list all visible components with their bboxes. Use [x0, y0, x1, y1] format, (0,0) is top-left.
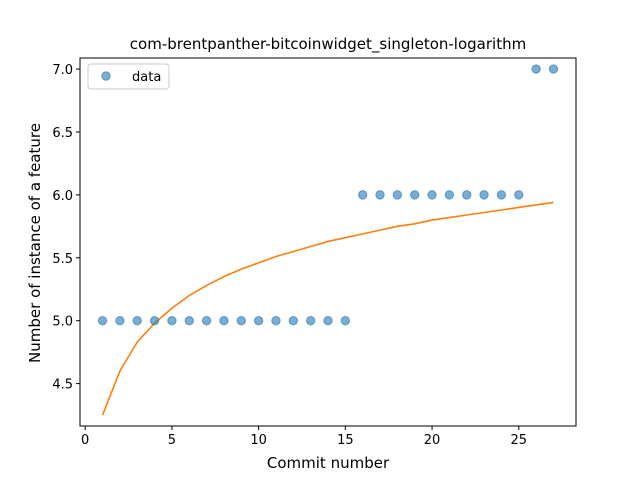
- data-point: [149, 315, 160, 326]
- data-point: [340, 315, 351, 326]
- y-tick-label: 6.5: [52, 126, 73, 141]
- data-point: [496, 190, 507, 200]
- data-point: [167, 315, 177, 326]
- data-point: [271, 315, 281, 326]
- data-point: [253, 315, 264, 326]
- data-point: [427, 190, 437, 200]
- data-point: [305, 315, 316, 326]
- data-point: [115, 315, 125, 326]
- x-tick-label: 15: [337, 433, 354, 448]
- data-point: [392, 190, 403, 200]
- x-tick-label: 25: [510, 433, 527, 448]
- axes-frame: [79, 57, 577, 427]
- y-tick-label: 5.0: [52, 315, 73, 330]
- data-point: [323, 315, 333, 326]
- x-axis-label: Commit number: [267, 454, 390, 472]
- data-point: [357, 190, 368, 200]
- y-tick-label: 5.5: [52, 252, 73, 267]
- data-point: [201, 315, 212, 326]
- x-tick-label: 10: [250, 433, 267, 448]
- data-point: [132, 315, 142, 326]
- data-point: [375, 190, 385, 200]
- data-point: [531, 64, 541, 74]
- data-point: [462, 190, 472, 200]
- legend-label: data: [132, 70, 161, 85]
- legend-marker: [101, 71, 111, 81]
- data-point: [288, 315, 299, 326]
- y-tick-label: 7.0: [52, 63, 73, 78]
- data-point: [514, 190, 524, 200]
- fit-line: [101, 201, 554, 416]
- x-tick-label: 5: [168, 433, 176, 448]
- x-tick-label: 0: [81, 433, 89, 448]
- data-point: [184, 315, 194, 326]
- y-tick-label: 4.5: [52, 378, 73, 393]
- y-tick-label: 6.0: [52, 189, 73, 204]
- data-point: [410, 190, 420, 200]
- chart-title: com-brentpanther-bitcoinwidget_singleton…: [130, 35, 526, 54]
- y-axis-label: Number of instance of a feature: [26, 123, 44, 363]
- data-point: [236, 315, 246, 326]
- data-point: [97, 315, 108, 326]
- x-tick-label: 20: [424, 433, 441, 448]
- data-point: [548, 64, 559, 74]
- legend-box: [87, 63, 170, 90]
- data-point: [219, 315, 229, 326]
- data-point: [444, 190, 455, 200]
- plot-area: 0 5 10 15 20 25 4.5 5.0 5.5 6.0 6.5 7.0 data: [52, 57, 577, 448]
- data-point: [479, 190, 489, 200]
